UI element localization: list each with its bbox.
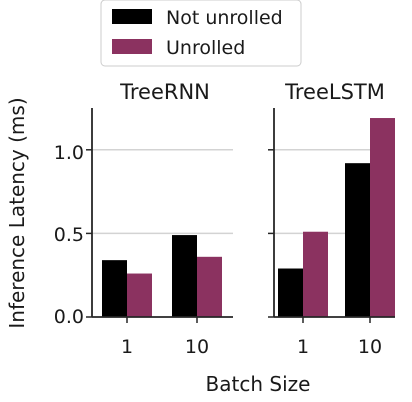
y-tick-label-1.0: 1.0 (54, 142, 84, 164)
y-axis-label: Inference Latency (ms) (5, 97, 29, 328)
x-tick-label-1: 1 (121, 336, 133, 358)
bar-treelstm-unrolled-10 (370, 118, 395, 317)
x-tick-label-1: 1 (297, 336, 309, 358)
x-tick-label-10: 10 (185, 336, 209, 358)
y-tick-label-0.5: 0.5 (54, 224, 84, 246)
legend: Not unrolled Unrolled (100, 0, 302, 67)
bar-treelstm-unrolled-1 (303, 231, 328, 317)
subplot-title-treernn: TreeRNN (119, 80, 210, 104)
subplot-treelstm: 1 10 TreeLSTM (268, 80, 395, 358)
legend-swatch-unrolled (112, 39, 152, 54)
x-tick-label-10: 10 (358, 336, 382, 358)
legend-label-not-unrolled: Not unrolled (166, 7, 283, 29)
subplot-title-treelstm: TreeLSTM (284, 80, 385, 104)
subplots: 1 10 TreeRNN 1 10 TreeLSTM (86, 80, 395, 358)
bar-treelstm-not-unrolled-1 (278, 268, 303, 317)
y-tick-labels: 0.0 0.5 1.0 (54, 142, 84, 328)
subplot-treernn: 1 10 TreeRNN (86, 80, 233, 358)
legend-label-unrolled: Unrolled (166, 37, 245, 59)
bar-treernn-not-unrolled-1 (102, 260, 127, 317)
x-axis-label: Batch Size (206, 372, 311, 396)
y-tick-label-0: 0.0 (54, 306, 84, 328)
bar-treernn-not-unrolled-10 (172, 235, 197, 317)
bar-treernn-unrolled-1 (127, 273, 152, 317)
legend-swatch-not-unrolled (112, 9, 152, 24)
bar-treelstm-not-unrolled-10 (345, 163, 370, 317)
bar-treernn-unrolled-10 (197, 256, 222, 317)
